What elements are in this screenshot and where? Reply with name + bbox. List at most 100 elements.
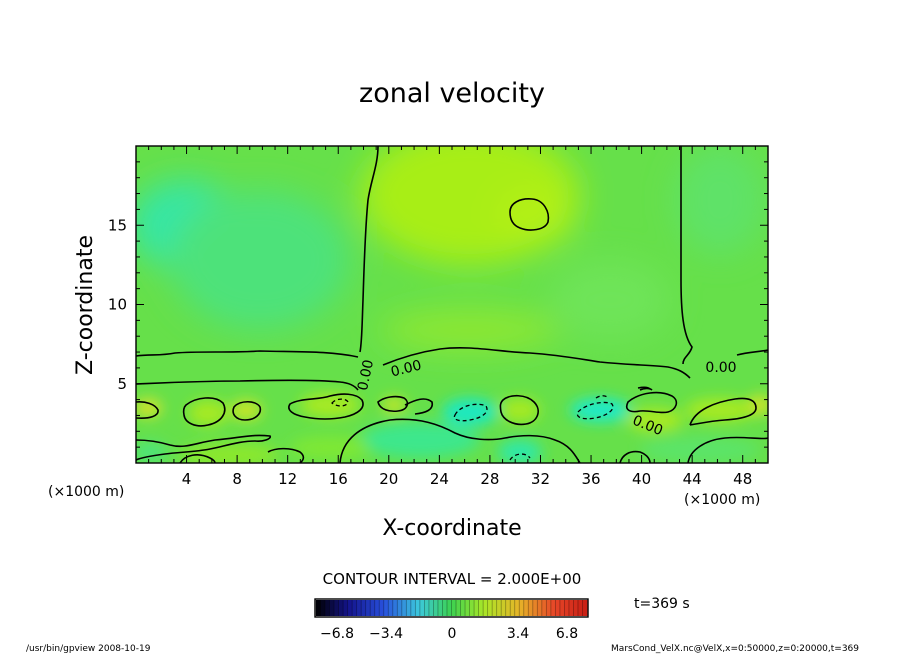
colorbar-cell (541, 600, 547, 616)
contour-label: 0.00 (355, 358, 377, 392)
colorbar-cell (415, 600, 421, 616)
colorbar-cell (523, 600, 529, 616)
colorbar-cell (465, 600, 470, 616)
x-tick-label: 40 (632, 470, 651, 488)
colorbar-frame (314, 598, 589, 618)
y-tick-label: 10 (108, 296, 127, 314)
colorbar-cell (483, 600, 489, 616)
colorbar-tick-label: 0 (448, 626, 457, 642)
colorbar-cell (555, 600, 561, 616)
footer-right: MarsCond_VelX.nc@VelX,x=0:50000,z=0:2000… (611, 644, 859, 654)
colorbar-cell (478, 600, 484, 616)
colorbar-cell (437, 600, 443, 616)
contour-lines (136, 146, 768, 463)
colorbar-cell (573, 600, 579, 616)
y-tick-label: 5 (117, 375, 127, 393)
colorbar-cell (568, 600, 574, 616)
colorbar-cell (379, 600, 385, 616)
contour-label: 0.00 (389, 357, 423, 380)
chart-title: zonal velocity (359, 78, 545, 109)
plot-area: 0.00 0.00 0.00 0.00 (136, 146, 768, 463)
colorbar-tick-label: −3.4 (369, 626, 403, 642)
colorbar-cell (397, 600, 403, 616)
colorbar-cell (356, 600, 362, 616)
colorbar-cell (365, 600, 371, 616)
colorbar-cell (316, 600, 321, 616)
x-tick-label: 20 (379, 470, 398, 488)
colorbar-cell (343, 600, 349, 616)
field-shading (136, 146, 765, 350)
colorbar-cell (370, 600, 376, 616)
colorbar-cell (528, 600, 534, 616)
x-tick-label: 44 (683, 470, 702, 488)
colorbar-cell (338, 600, 344, 616)
x-tick-label: 32 (531, 470, 550, 488)
colorbar-tick-label: 6.8 (556, 626, 578, 642)
colorbar-cell (546, 600, 552, 616)
x-tick-label: 4 (182, 470, 192, 488)
colorbar-cell (487, 600, 493, 616)
colorbar-cell (537, 600, 543, 616)
colorbar-cell (501, 600, 507, 616)
x-tick-label: 16 (329, 470, 348, 488)
x-tick-label: 24 (430, 470, 449, 488)
colorbar-ticks: −6.8 −3.4 0 3.4 6.8 (320, 626, 578, 642)
colorbar-cell (496, 600, 502, 616)
colorbar-cell (505, 600, 511, 616)
colorbar-cell (410, 600, 416, 616)
colorbar-cell (383, 600, 389, 616)
x-tick-label: 8 (232, 470, 242, 488)
colorbar-cell (433, 600, 439, 616)
colorbar-cell (451, 600, 457, 616)
colorbar-cell (388, 600, 394, 616)
colorbar-cell (442, 600, 448, 616)
y-axis: 5 10 15 (108, 145, 768, 464)
colorbar-cell (577, 600, 583, 616)
colorbar-cell (419, 600, 425, 616)
colorbar-cell (456, 600, 461, 616)
colorbar (315, 600, 588, 616)
colorbar-cell (469, 600, 475, 616)
colorbar-cell (325, 600, 330, 616)
colorbar-cell (374, 600, 380, 616)
colorbar-cell (550, 600, 556, 616)
x-tick-label: 48 (733, 470, 752, 488)
x-tick-label: 36 (581, 470, 600, 488)
colorbar-cell (474, 600, 479, 616)
x-unit-left: (×1000 m) (48, 484, 124, 500)
colorbar-cell (424, 600, 430, 616)
colorbar-cell (492, 600, 498, 616)
colorbar-cell (352, 600, 358, 616)
colorbar-tick-label: −6.8 (320, 626, 354, 642)
contour-label: 0.00 (705, 360, 736, 376)
colorbar-cell (564, 600, 570, 616)
colorbar-cell (392, 600, 398, 616)
colorbar-cell (446, 600, 452, 616)
colorbar-cell (514, 600, 520, 616)
y-tick-label: 15 (108, 216, 127, 234)
time-label: t=369 s (634, 596, 690, 612)
field-shading-lower (136, 393, 768, 463)
x-axis-label: X-coordinate (382, 516, 521, 541)
colorbar-cell (320, 600, 326, 616)
colorbar-cell (406, 600, 412, 616)
colorbar-cell (510, 600, 516, 616)
footer-left: /usr/bin/gpview 2008-10-19 (26, 644, 151, 654)
colorbar-cell (532, 600, 538, 616)
colorbar-cell (428, 600, 434, 616)
x-axis: 4 8 12 16 20 24 28 32 36 40 44 48 (135, 146, 769, 488)
colorbar-cell (582, 600, 588, 616)
colorbar-cell (329, 600, 335, 616)
colorbar-cell (460, 600, 466, 616)
contour-interval: CONTOUR INTERVAL = 2.000E+00 (323, 570, 582, 588)
x-tick-label: 28 (480, 470, 499, 488)
colorbar-cell (519, 600, 525, 616)
y-axis-label: Z-coordinate (73, 235, 98, 375)
colorbar-tick-label: 3.4 (507, 626, 529, 642)
colorbar-cell (334, 600, 339, 616)
colorbar-cell (559, 600, 565, 616)
colorbar-cell (347, 600, 353, 616)
x-unit-right: (×1000 m) (684, 492, 760, 508)
